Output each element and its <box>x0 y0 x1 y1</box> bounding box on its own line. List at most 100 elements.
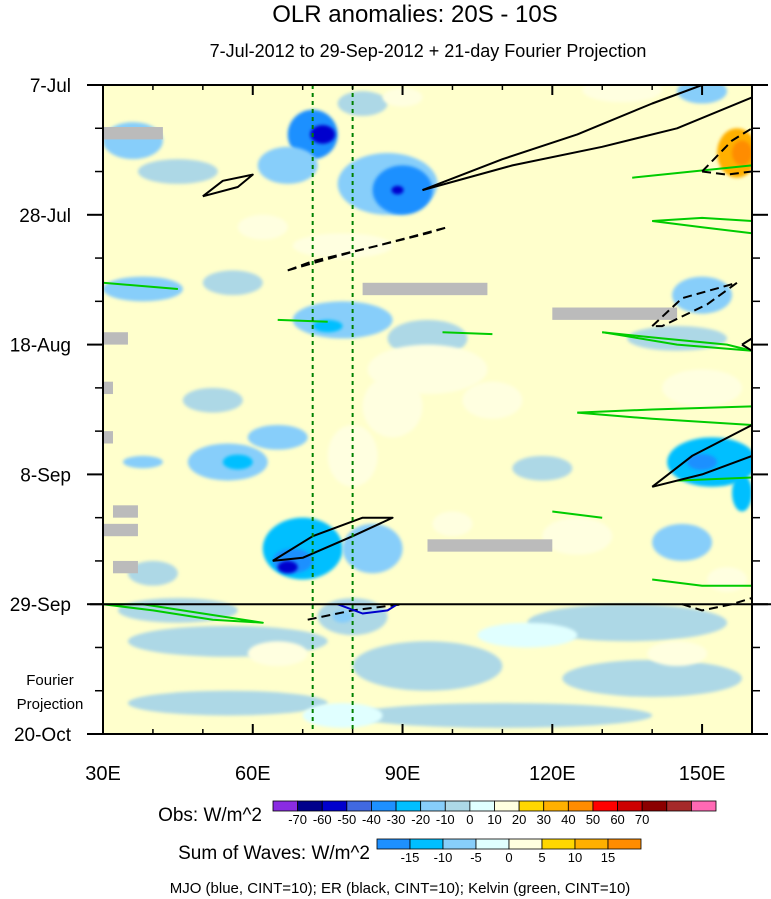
colorbar-tick-label: 0 <box>505 850 512 865</box>
colorbar-tick-label: 50 <box>586 812 600 827</box>
anomaly-patch <box>127 560 178 586</box>
anomaly-patch <box>257 146 318 184</box>
anomaly-patch <box>202 270 263 296</box>
anomaly-patch <box>302 703 383 728</box>
colorbar-tick-label: -70 <box>288 812 307 827</box>
missing-data-region <box>103 431 113 444</box>
colorbar-swatch <box>592 800 618 812</box>
anomaly-patch <box>337 91 388 116</box>
missing-data-region <box>112 505 138 518</box>
missing-data-regions <box>103 127 678 574</box>
colorbar-tick-label: 60 <box>610 812 624 827</box>
anomaly-patch <box>542 517 613 555</box>
anomaly-patch <box>122 455 163 469</box>
anomaly-patch <box>627 326 728 351</box>
colorbar-swatch <box>321 800 348 812</box>
obs-colorbar: -70 -60 -50 -40 -30 -20 -10 0 10 20 30 40 50 60 70 <box>272 800 717 827</box>
colorbar-tick-label: -10 <box>434 850 453 865</box>
colorbar-swatch <box>541 838 576 850</box>
colorbar-swatch <box>272 800 299 812</box>
colorbar-swatch <box>641 800 668 812</box>
anomaly-patch <box>342 523 403 574</box>
anomaly-patch <box>127 690 328 716</box>
chart-title: OLR anomalies: 20S - 10S <box>272 1 557 28</box>
anomaly-patch <box>182 387 243 413</box>
anomaly-patch <box>237 214 288 240</box>
colorbar-swatch <box>617 800 643 812</box>
er-contour <box>651 424 752 488</box>
er-contour <box>202 173 254 198</box>
kelvin-contour <box>552 510 603 519</box>
x-tick-label: 120E <box>529 763 576 785</box>
x-tick-label: 30E <box>85 763 121 785</box>
colorbar-tick-label: 40 <box>561 812 575 827</box>
anomaly-patch <box>312 319 343 333</box>
projection-label-line2: Projection <box>17 696 84 713</box>
missing-data-region <box>552 307 678 320</box>
anomaly-patch <box>277 560 298 574</box>
colorbar-swatch <box>444 800 471 812</box>
colorbar-swatch <box>395 800 422 812</box>
anomaly-patch <box>732 140 752 166</box>
y-tick-label: 28-Jul <box>19 206 71 227</box>
kelvin-contour <box>577 411 752 426</box>
colorbar-tick-label: 30 <box>536 812 550 827</box>
er-contour <box>701 127 752 173</box>
colorbar-swatch <box>543 800 569 812</box>
er-contour <box>651 454 752 488</box>
kelvin-contour <box>632 164 752 179</box>
anomaly-patch <box>582 85 663 103</box>
chart-subtitle: 7-Jul-2012 to 29-Sep-2012 + 21-day Fouri… <box>210 41 647 61</box>
anomaly-patch <box>137 159 218 184</box>
anomaly-patch <box>352 641 503 691</box>
kelvin-contour <box>677 476 752 482</box>
colorbar-swatch <box>494 800 520 812</box>
obs-colorbar-label: Obs: W/m^2 <box>158 805 262 826</box>
colorbar-tick-label: -20 <box>411 812 430 827</box>
anomaly-patch <box>707 567 748 592</box>
anomaly-patch <box>391 185 404 195</box>
colorbar-tick-label: 10 <box>568 850 582 865</box>
waves-colorbar-label: Sum of Waves: W/m^2 <box>178 843 370 864</box>
anomaly-patch <box>352 703 653 728</box>
colorbar-tick-label: -60 <box>313 812 332 827</box>
colorbar-tick-label: -30 <box>387 812 406 827</box>
er-contour <box>651 281 738 328</box>
plot-frame <box>102 84 753 735</box>
colorbar-tick-label: 0 <box>466 812 473 827</box>
kelvin-contour <box>577 405 752 414</box>
missing-data-region <box>103 523 138 537</box>
missing-data-region <box>103 332 128 345</box>
y-tick-label: 20-Oct <box>14 725 72 746</box>
colorbar-swatch <box>508 838 543 850</box>
missing-data-region <box>103 127 163 140</box>
anomaly-patch <box>222 454 253 470</box>
anomaly-patch <box>672 276 733 314</box>
er-contour <box>701 170 752 176</box>
colorbar-tick-label: 70 <box>635 812 649 827</box>
colorbar-swatch <box>607 838 642 850</box>
colorbar-tick-label: -15 <box>401 850 420 865</box>
colorbar-swatch <box>690 800 717 812</box>
colorbar-swatch <box>442 838 477 850</box>
kelvin-contour <box>602 331 752 352</box>
missing-data-region <box>427 539 553 552</box>
projection-label-line1: Fourier <box>26 672 74 689</box>
colorbar-tick-label: -50 <box>337 812 356 827</box>
colorbar-swatch <box>567 800 594 812</box>
anomaly-patch <box>652 523 713 561</box>
kelvin-contour <box>442 331 493 336</box>
anomaly-patch <box>512 455 573 481</box>
colorbar-swatch <box>376 838 411 850</box>
colorbar-swatch <box>469 800 495 812</box>
mjo-contours <box>337 603 399 615</box>
x-tick-label: 150E <box>679 763 726 785</box>
er-contour <box>422 96 752 192</box>
missing-data-region <box>103 381 113 395</box>
colorbar-swatch <box>371 800 397 812</box>
anomaly-patch <box>362 375 423 438</box>
y-tick-label: 29-Sep <box>10 595 71 616</box>
kelvin-contour <box>652 220 752 235</box>
anomaly-patch <box>382 88 423 107</box>
colorbar-swatch <box>666 800 692 812</box>
